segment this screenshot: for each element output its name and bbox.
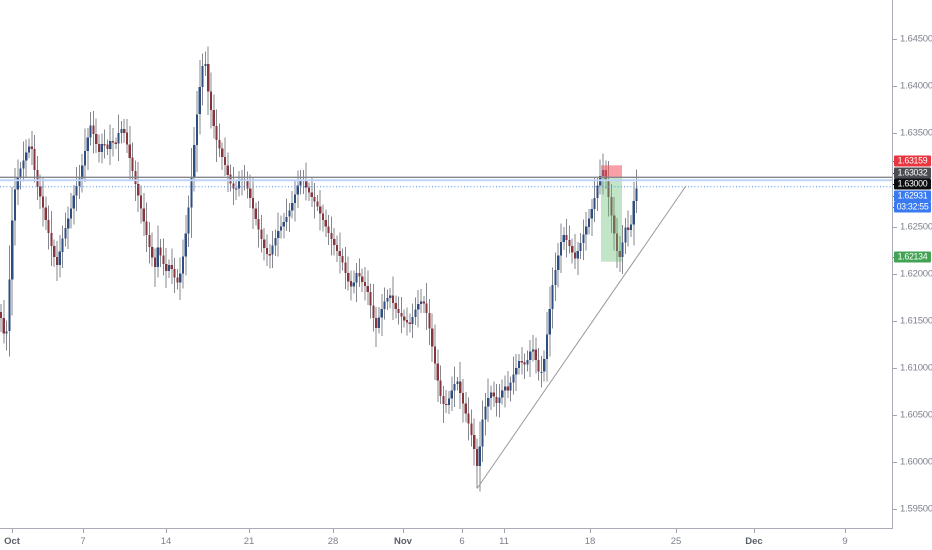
price-tick [893, 39, 897, 41]
time-axis[interactable]: Oct 7 14 21 28 Nov 6 11 18 25 Dec 9 [0, 529, 892, 550]
time-tick-label: 14 [160, 536, 172, 547]
time-tick [12, 529, 13, 533]
time-tick [504, 529, 505, 533]
price-tick [893, 274, 897, 276]
price-tick [893, 415, 897, 417]
price-tick-label: 1.62500 [900, 221, 932, 233]
time-tick [333, 529, 334, 533]
position-profit-zone[interactable] [601, 177, 622, 262]
last-price-label: 1.62931 [894, 190, 931, 202]
chart-plot-svg[interactable] [0, 0, 892, 528]
price-tick [893, 462, 897, 464]
price-tick-label: 1.64000 [900, 80, 932, 92]
time-tick-label: 6 [459, 536, 465, 547]
price-tick-label: 1.64500 [900, 33, 932, 45]
price-tick-label: 1.61000 [900, 362, 932, 374]
price-tick [893, 368, 897, 370]
time-tick [462, 529, 463, 533]
time-tick-label: Nov [394, 536, 412, 547]
price-tick [893, 509, 897, 511]
time-tick-label: 11 [499, 536, 509, 547]
price-tick-label: 1.59500 [900, 503, 932, 515]
price-tick [893, 133, 897, 135]
time-tick [590, 529, 591, 533]
time-tick-label: 21 [243, 536, 255, 547]
bar-countdown-label: 03:32:55 [894, 201, 931, 213]
time-tick [403, 529, 404, 533]
time-tick-label: 28 [327, 536, 339, 547]
price-tick-label: 1.63500 [900, 127, 932, 139]
price-axis[interactable]: 1.64500 1.64000 1.63500 1.62500 1.62000 1.615… [893, 0, 932, 528]
time-tick-label: 7 [80, 536, 86, 547]
time-tick-label: 9 [842, 536, 848, 547]
time-tick [83, 529, 84, 533]
price-tick-label: 1.60000 [900, 456, 932, 468]
time-tick [676, 529, 677, 533]
price-tick [893, 86, 897, 88]
time-tick [166, 529, 167, 533]
price-tick-label: 1.61500 [900, 315, 932, 327]
time-tick [845, 529, 846, 533]
price-tick-label: 1.60500 [900, 409, 932, 421]
target-price-label: 1.62134 [894, 251, 931, 263]
time-tick-label: Oct [4, 536, 20, 547]
horizontal-line-price-label: 1.63000 [894, 178, 931, 190]
trendline[interactable] [476, 185, 687, 489]
candlestick-chart[interactable] [0, 0, 893, 529]
time-tick [249, 529, 250, 533]
price-tick [893, 227, 897, 229]
time-tick-label: 25 [670, 536, 682, 547]
price-tick [893, 321, 897, 323]
position-stop-zone[interactable] [601, 165, 622, 178]
entry-line-price-label: 1.63032 [894, 167, 931, 179]
time-tick [754, 529, 755, 533]
stop-price-label: 1.63159 [894, 155, 931, 167]
price-tick-label: 1.62000 [900, 268, 932, 280]
time-tick-label: Dec [745, 536, 763, 547]
time-tick-label: 18 [584, 536, 596, 547]
candles [0, 46, 638, 492]
